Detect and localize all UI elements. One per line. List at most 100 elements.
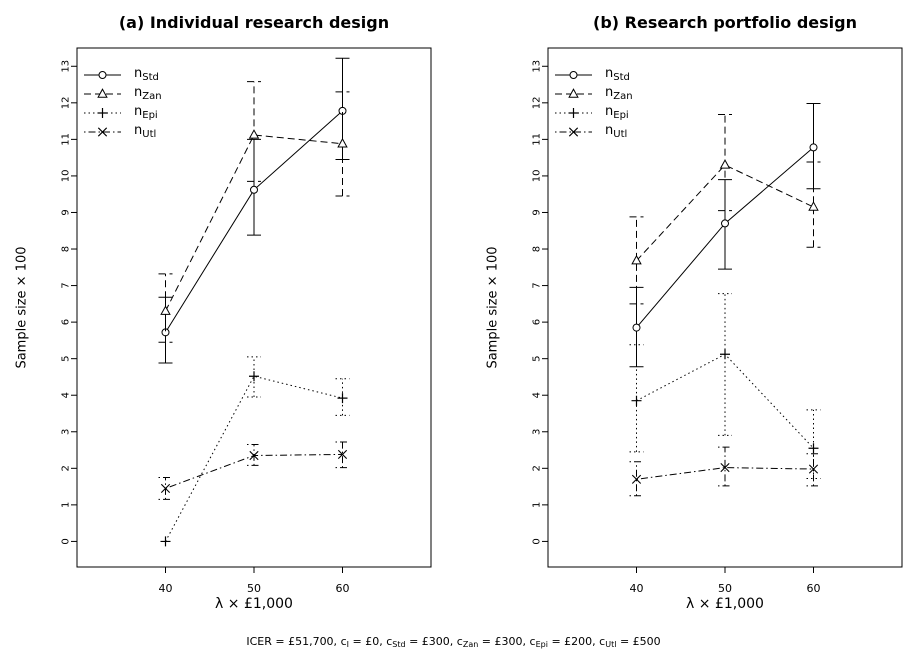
data-point	[250, 185, 258, 194]
data-point	[632, 323, 641, 332]
legend-marker	[97, 108, 108, 118]
data-point	[160, 305, 171, 315]
y-tick-label: 7	[532, 282, 543, 288]
y-tick-label: 2	[61, 465, 72, 471]
y-axis-label: Sample size × 100	[15, 246, 30, 368]
series-utl	[158, 441, 350, 500]
legend-label: nStd	[605, 66, 630, 83]
series-line	[636, 467, 814, 480]
y-tick-label: 0	[532, 538, 543, 544]
y-tick-label: 5	[61, 355, 72, 361]
y-tick-label: 5	[532, 355, 543, 361]
data-point	[808, 464, 819, 474]
chart-title: (a) Individual research design	[119, 13, 389, 32]
x-tick-label: 60	[336, 582, 350, 595]
y-tick-label: 6	[61, 319, 72, 325]
legend-label: nUtl	[605, 123, 627, 140]
error-bar	[806, 453, 821, 487]
error-bar	[806, 161, 821, 248]
series-zan	[629, 114, 821, 305]
legend-label: nEpi	[605, 104, 629, 121]
data-point	[809, 143, 818, 152]
legend: nStd nZan nEpi nUtl	[555, 66, 633, 140]
y-tick-label: 10	[61, 170, 72, 183]
caption-cost-i: cI = £0,	[340, 635, 383, 649]
legend-label: nEpi	[134, 104, 158, 121]
y-tick-label: 8	[61, 246, 72, 252]
y-tick-label: 9	[61, 209, 72, 215]
error-bar	[718, 446, 732, 487]
data-point	[160, 483, 171, 494]
legend-marker	[568, 88, 579, 98]
series-epi	[629, 293, 821, 480]
legend-label: nUtl	[134, 123, 156, 140]
caption: ICER = £51,700, cI = £0, cStd = £300, cZ…	[0, 635, 907, 649]
error-bar	[335, 91, 350, 197]
y-tick-label: 10	[532, 170, 543, 183]
data-point	[808, 201, 819, 211]
data-point	[337, 137, 348, 148]
y-tick-label: 4	[61, 392, 72, 398]
series-utl	[629, 446, 821, 497]
legend-marker	[568, 127, 579, 137]
x-tick-label: 40	[630, 582, 644, 595]
plot-frame	[547, 47, 903, 568]
y-tick-label: 7	[61, 282, 72, 288]
legend-label: nStd	[134, 66, 159, 83]
y-tick-label: 12	[61, 96, 72, 109]
x-axis-label: λ × £1,000	[215, 596, 293, 612]
y-tick-label: 11	[61, 133, 72, 146]
legend-marker	[569, 71, 578, 79]
error-bar	[629, 216, 644, 305]
data-point	[249, 371, 259, 382]
y-tick-label: 3	[532, 429, 543, 435]
legend-marker	[97, 88, 108, 98]
data-point	[808, 443, 819, 454]
y-tick-label: 11	[532, 133, 543, 146]
data-point	[249, 450, 259, 461]
y-tick-label: 9	[532, 209, 543, 215]
caption-cost-std: cStd = £300,	[386, 635, 454, 649]
legend: nStd nZan nEpi nUtl	[84, 66, 162, 140]
y-tick-label: 12	[532, 96, 543, 109]
y-tick-label: 6	[532, 319, 543, 325]
chart-panel-2: (b) Research portfolio design01234567891…	[486, 13, 903, 612]
series-line	[165, 134, 343, 312]
data-point	[248, 129, 260, 139]
legend-marker	[98, 71, 107, 79]
x-tick-label: 60	[807, 582, 821, 595]
data-point	[719, 159, 731, 169]
y-tick-label: 3	[61, 429, 72, 435]
series-zan	[158, 81, 350, 343]
data-point	[631, 395, 642, 406]
caption-icer: ICER = £51,700,	[246, 635, 338, 648]
x-axis-label: λ × £1,000	[686, 596, 764, 612]
data-point	[337, 449, 348, 460]
x-tick-label: 50	[247, 582, 261, 595]
legend-label: nZan	[134, 85, 162, 102]
error-bar	[335, 441, 350, 469]
chart-title: (b) Research portfolio design	[593, 13, 857, 32]
data-point	[337, 393, 348, 404]
x-tick-label: 40	[159, 582, 173, 595]
y-tick-label: 0	[61, 538, 72, 544]
caption-cost-epi: cEpi = £200,	[529, 635, 596, 649]
data-point	[160, 536, 171, 547]
data-point	[721, 219, 729, 228]
y-tick-label: 4	[532, 392, 543, 398]
error-bar	[629, 461, 644, 497]
legend-label: nZan	[605, 85, 633, 102]
data-point	[720, 349, 730, 360]
caption-cost-zan: cZan = £300,	[456, 635, 527, 649]
y-axis-label: Sample size × 100	[486, 246, 501, 368]
chart-panel-1: (a) Individual research design0123456789…	[15, 13, 432, 612]
legend-marker	[568, 108, 579, 118]
x-tick-label: 50	[718, 582, 732, 595]
data-point	[631, 254, 642, 265]
data-point	[631, 474, 642, 484]
legend-marker	[97, 127, 108, 137]
y-tick-label: 2	[532, 465, 543, 471]
y-tick-label: 1	[61, 502, 72, 508]
series-epi	[160, 371, 348, 547]
y-tick-label: 13	[61, 60, 72, 73]
